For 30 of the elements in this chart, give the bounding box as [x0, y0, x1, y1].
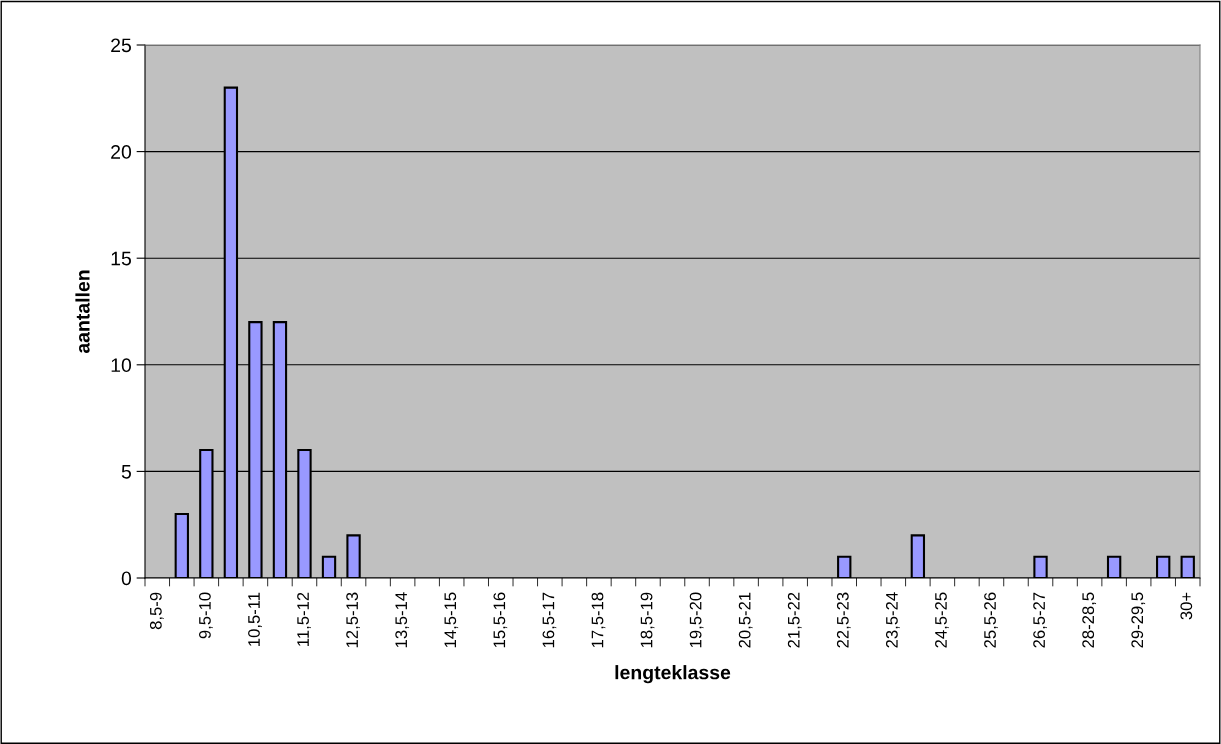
y-tick-label: 20 — [111, 145, 132, 159]
x-tick-label: 23,5-24 — [885, 592, 900, 648]
x-axis-title: lengteklasse — [615, 665, 731, 684]
x-tick-label: 9,5-10 — [199, 592, 213, 639]
x-tick-label: 8,5-9 — [149, 592, 164, 630]
x-tick-label: 16,5-17 — [542, 592, 557, 648]
x-tick-label: 28-28,5 — [1082, 592, 1097, 648]
y-tick-label: 5 — [121, 465, 131, 479]
y-tick-label: 15 — [111, 251, 131, 266]
x-tick-label: 22,5-23 — [836, 592, 851, 648]
x-tick-label: 19,5-20 — [689, 592, 704, 648]
x-tick-label: 11,5-12 — [297, 592, 311, 646]
x-tick-label: 25,5-26 — [984, 592, 998, 648]
y-axis-title: aantallen — [75, 270, 90, 354]
x-tick-label: 26,5-27 — [1033, 592, 1047, 648]
x-tick-label: 18,5-19 — [640, 592, 655, 648]
x-tick-label: 13,5-14 — [395, 592, 410, 648]
x-tick-label: 29-29,5 — [1131, 592, 1146, 648]
y-tick-label: 10 — [111, 358, 132, 373]
x-tick-label: 21,5-22 — [787, 592, 802, 648]
x-tick-label: 30+ — [1180, 592, 1193, 620]
y-tick-label: 0 — [121, 571, 132, 586]
x-tick-label: 14,5-15 — [444, 592, 459, 648]
x-tick-label: 24,5-25 — [935, 592, 949, 648]
y-tick-label: 25 — [111, 38, 131, 53]
x-tick-label: 15,5-16 — [493, 592, 508, 648]
x-tick-label: 10,5-11 — [248, 592, 262, 646]
x-tick-label: 20,5-21 — [738, 592, 753, 648]
x-tick-label: 12,5-13 — [346, 592, 360, 648]
x-tick-label: 17,5-18 — [591, 592, 606, 648]
